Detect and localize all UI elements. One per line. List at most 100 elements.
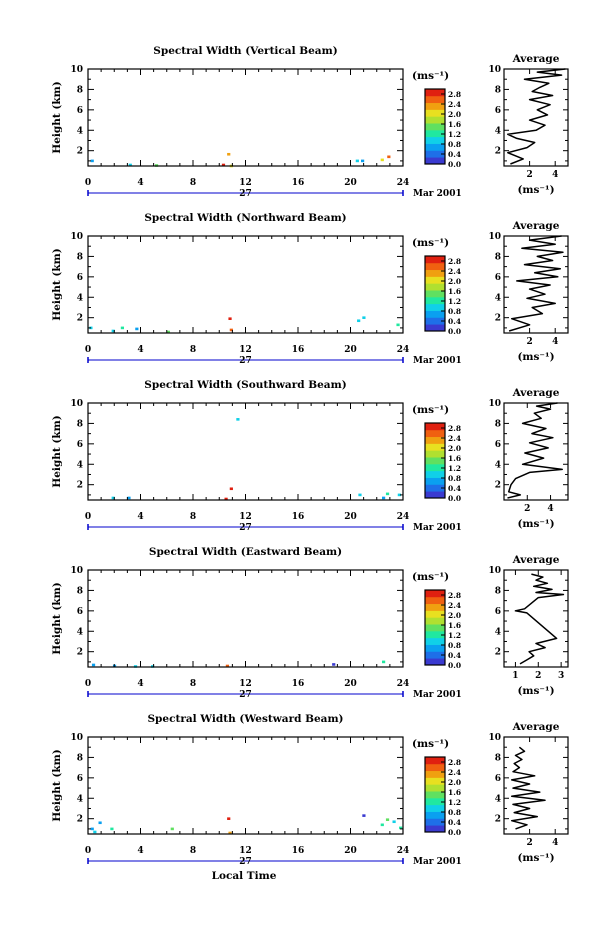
colorbar-swatch bbox=[425, 757, 445, 765]
data-cell bbox=[224, 497, 228, 501]
data-cell bbox=[228, 317, 232, 321]
colorbar-swatch bbox=[425, 763, 445, 772]
colorbar-swatch bbox=[425, 102, 445, 110]
colorbar-swatch bbox=[425, 129, 445, 138]
colorbar-tick-label: 2.8 bbox=[448, 90, 461, 99]
data-cells bbox=[90, 152, 391, 168]
colorbar-swatch bbox=[425, 624, 445, 632]
colorbar-swatch bbox=[425, 283, 445, 291]
colorbar-swatch bbox=[425, 262, 445, 271]
y-axis-label: Height (km) bbox=[51, 81, 63, 153]
data-cell bbox=[120, 326, 125, 330]
y-tick-label: 10 bbox=[70, 399, 83, 409]
panel-2: Spectral Width (Northward Beam) Height (k… bbox=[51, 212, 569, 366]
data-cell bbox=[387, 155, 391, 159]
y-tick-label: 10 bbox=[70, 65, 83, 75]
colorbar-swatch bbox=[425, 269, 445, 277]
colorbar-tick-label: 0.8 bbox=[448, 307, 461, 316]
data-cell bbox=[358, 493, 362, 497]
data-cell bbox=[166, 330, 170, 334]
data-cell bbox=[229, 328, 233, 332]
profile-y-tick-label: 2 bbox=[495, 147, 501, 157]
colorbar-tick-label: 0.8 bbox=[448, 140, 461, 149]
data-cell bbox=[392, 820, 396, 824]
y-tick-label: 10 bbox=[70, 733, 83, 743]
colorbar-swatch bbox=[425, 457, 445, 465]
colorbar-swatch bbox=[425, 423, 445, 431]
profile-y-tick-label: 10 bbox=[488, 733, 501, 743]
plot-frame bbox=[87, 235, 404, 334]
colorbar-tick-label: 0.0 bbox=[448, 494, 461, 503]
y-tick-label: 6 bbox=[77, 774, 83, 784]
colorbar-tick-label: 2.8 bbox=[448, 591, 461, 600]
colorbar-tick-label: 0.4 bbox=[448, 818, 461, 827]
colorbar-swatch bbox=[425, 791, 445, 799]
y-tick-label: 2 bbox=[77, 648, 83, 658]
data-cell bbox=[361, 159, 365, 163]
y-tick-label: 4 bbox=[77, 627, 83, 637]
profile-y-tick-label: 2 bbox=[495, 815, 501, 825]
data-cell bbox=[385, 818, 390, 822]
data-cells bbox=[111, 418, 401, 501]
data-cell bbox=[357, 319, 361, 323]
x-tick-label: 4 bbox=[137, 846, 143, 856]
x-tick-label: 12 bbox=[239, 345, 252, 355]
colorbar-swatch bbox=[425, 603, 445, 611]
x-tick-label: 20 bbox=[344, 846, 357, 856]
data-cell bbox=[362, 316, 366, 319]
colorbar-unit: (ms⁻¹) bbox=[412, 404, 449, 416]
data-cells bbox=[89, 316, 400, 334]
x-tick-label: 24 bbox=[397, 345, 410, 355]
colorbar-swatch bbox=[425, 777, 445, 785]
profile-title: Average bbox=[512, 721, 560, 733]
x-tick-label: 12 bbox=[239, 178, 252, 188]
colorbar-swatch bbox=[425, 644, 445, 652]
profile-y-tick-label: 2 bbox=[495, 314, 501, 324]
profile-line bbox=[510, 746, 546, 830]
data-cells bbox=[90, 814, 403, 835]
colorbar-tick-label: 0.0 bbox=[448, 661, 461, 670]
x-tick-label: 16 bbox=[292, 345, 305, 355]
data-cell bbox=[98, 821, 102, 825]
colorbar-swatch bbox=[425, 436, 445, 444]
y-tick-label: 6 bbox=[77, 273, 83, 283]
colorbar-frame bbox=[424, 589, 446, 666]
profile-title: Average bbox=[512, 220, 560, 232]
data-cell bbox=[227, 817, 231, 820]
profile-x-tick-label: 4 bbox=[552, 337, 558, 347]
x-tick-label: 4 bbox=[137, 512, 143, 522]
colorbar-swatch bbox=[425, 450, 445, 458]
colorbar-tick-label: 0.4 bbox=[448, 651, 461, 660]
colorbar-tick-label: 1.2 bbox=[448, 798, 461, 807]
data-cell bbox=[229, 487, 233, 491]
data-cell bbox=[127, 496, 131, 500]
colorbar-swatch bbox=[425, 477, 445, 485]
profile-x-label: (ms⁻¹) bbox=[517, 184, 554, 196]
profile-x-tick-label: 4 bbox=[552, 838, 558, 848]
y-axis-label: Height (km) bbox=[51, 248, 63, 320]
y-tick-label: 2 bbox=[77, 481, 83, 491]
y-tick-label: 8 bbox=[77, 85, 83, 95]
profile-line bbox=[508, 235, 564, 332]
x-tick-label: 8 bbox=[190, 846, 196, 856]
colorbar-tick-label: 1.2 bbox=[448, 464, 461, 473]
colorbar-tick-label: 1.2 bbox=[448, 631, 461, 640]
data-cell bbox=[135, 327, 139, 331]
profile-title: Average bbox=[512, 554, 560, 566]
profile-line bbox=[507, 402, 563, 499]
data-cell bbox=[399, 826, 403, 830]
data-cell bbox=[221, 163, 226, 167]
data-cell bbox=[382, 496, 386, 500]
colorbar-swatch bbox=[425, 296, 445, 305]
profile-y-tick-label: 10 bbox=[488, 65, 501, 75]
profile-x-tick-label: 1 bbox=[512, 671, 518, 681]
colorbar-tick-label: 1.6 bbox=[448, 287, 461, 296]
profile-x-tick-label: 2 bbox=[526, 838, 532, 848]
profile-y-tick-label: 6 bbox=[495, 440, 501, 450]
y-tick-label: 8 bbox=[77, 753, 83, 763]
colorbar-swatch bbox=[425, 290, 445, 298]
colorbar-swatch bbox=[425, 484, 445, 492]
profile-y-tick-label: 6 bbox=[495, 273, 501, 283]
profile-x-tick-label: 4 bbox=[547, 504, 553, 514]
